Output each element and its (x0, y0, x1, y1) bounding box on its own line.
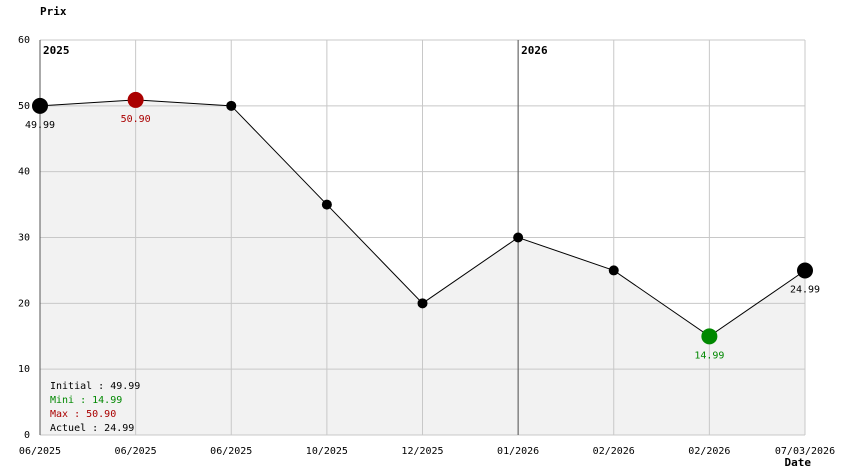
point (608, 265, 619, 276)
point (701, 328, 718, 345)
x-tick-label: 02/2026 (688, 446, 730, 457)
point (32, 97, 48, 114)
value-label: 14.99 (694, 350, 724, 361)
y-tick-label: 10 (18, 364, 30, 375)
point (226, 100, 237, 111)
point (797, 262, 813, 279)
point (417, 298, 428, 309)
y-tick-label: 40 (18, 167, 30, 178)
y-tick-label: 50 (18, 101, 30, 112)
y-tick-label: 60 (18, 35, 30, 46)
x-tick-label: 01/2026 (497, 446, 539, 457)
x-axis-label: Date (785, 456, 812, 469)
value-label: 50.90 (121, 114, 151, 125)
x-tick-label: 06/2025 (19, 446, 61, 457)
y-tick-label: 0 (24, 430, 30, 441)
summary-text: Actuel : 24.99 (50, 423, 134, 434)
point (321, 199, 332, 210)
point (127, 91, 144, 108)
y-tick-label: 30 (18, 233, 30, 244)
summary-text: Max : 50.90 (50, 409, 116, 420)
y-tick-label: 20 (18, 298, 30, 309)
point (513, 232, 524, 243)
x-tick-label: 10/2025 (306, 446, 348, 457)
x-tick-label: 07/03/2026 (775, 446, 835, 457)
year-label: 2026 (521, 44, 548, 57)
value-label: 49.99 (25, 120, 55, 131)
value-label: 24.99 (790, 284, 820, 295)
summary-text: Mini : 14.99 (50, 395, 122, 406)
x-tick-label: 06/2025 (210, 446, 252, 457)
y-axis-label: Prix (40, 5, 67, 18)
x-tick-label: 12/2025 (401, 446, 443, 457)
summary-text: Initial : 49.99 (50, 381, 140, 392)
x-tick-label: 02/2026 (593, 446, 635, 457)
year-label: 2025 (43, 44, 70, 57)
x-tick-label: 06/2025 (115, 446, 157, 457)
